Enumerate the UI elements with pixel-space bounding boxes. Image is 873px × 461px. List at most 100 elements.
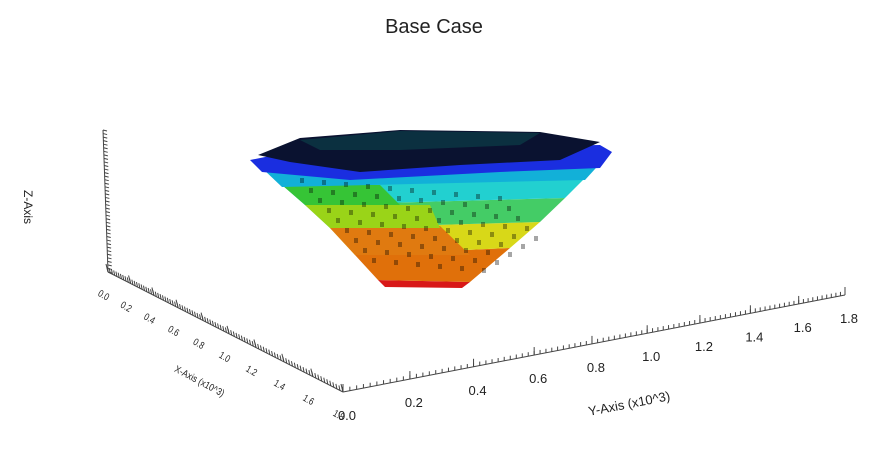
x-minor-tick — [115, 271, 118, 277]
z-minor-tick — [106, 239, 111, 242]
voxel-edge — [437, 218, 441, 223]
y-axis-label: Y-Axis (x10^3) — [587, 388, 671, 419]
x-minor-tick — [257, 343, 260, 350]
voxel-edge — [498, 196, 502, 201]
y-tick-label: 1.2 — [695, 339, 713, 354]
voxel-edge — [336, 218, 340, 223]
voxel-edge — [354, 238, 358, 243]
z-minor-tick — [103, 140, 108, 143]
voxel-edge — [432, 190, 436, 195]
x-axis-label: X-Axis (x10^3) — [173, 363, 227, 398]
x-minor-tick — [209, 319, 212, 325]
x-minor-tick — [265, 348, 268, 354]
voxel-edge — [389, 232, 393, 237]
voxel-edge — [411, 234, 415, 239]
z-minor-tick — [105, 200, 110, 203]
z-minor-tick — [106, 232, 111, 235]
voxel-edge — [521, 244, 525, 249]
voxel-edge — [384, 204, 388, 209]
x-tick-label: 0.0 — [96, 288, 111, 303]
x-minor-tick — [317, 374, 320, 380]
voxel-edge — [318, 198, 322, 203]
x-minor-tick — [329, 380, 332, 386]
x-tick-label: 0.6 — [166, 323, 181, 338]
voxel-edge — [446, 228, 450, 233]
voxel-edge — [371, 212, 375, 217]
voxel-edge — [472, 212, 476, 217]
voxel-edge — [398, 242, 402, 247]
voxel-edge — [367, 230, 371, 235]
voxel-edge — [394, 260, 398, 265]
x-minor-tick — [122, 274, 125, 281]
x-minor-tick — [113, 270, 116, 276]
x-minor-tick — [206, 318, 209, 324]
voxel-edge — [482, 268, 486, 273]
x-tick — [151, 287, 155, 296]
z-minor-tick — [104, 165, 109, 167]
x-minor-tick — [293, 362, 296, 368]
voxel-edge — [454, 192, 458, 197]
voxel-edge — [424, 226, 428, 231]
x-tick-label: 1.2 — [244, 363, 259, 378]
x-minor-tick — [219, 324, 222, 330]
z-axis-label: Z-Axis — [21, 190, 35, 224]
voxel-edge — [477, 240, 481, 245]
voxel-edge — [460, 266, 464, 271]
y-tick-label: 0.2 — [405, 395, 423, 410]
voxel-edge — [451, 256, 455, 261]
voxel-edge — [463, 202, 467, 207]
x-minor-tick — [268, 349, 271, 355]
x-minor-tick — [259, 345, 262, 351]
x-tick-label: 0.2 — [119, 299, 134, 314]
voxel-edge — [416, 262, 420, 267]
z-minor-tick — [104, 168, 109, 171]
x-minor-tick — [150, 289, 153, 295]
x-minor-tick — [290, 361, 293, 367]
x-tick — [281, 353, 285, 362]
voxel-edge — [516, 216, 520, 221]
voxel-edge — [309, 188, 313, 193]
x-minor-tick — [124, 276, 127, 282]
z-minor-tick — [107, 246, 112, 249]
voxel-edge — [486, 250, 490, 255]
x-tick-label: 1.8 — [331, 408, 346, 423]
voxel-edge — [450, 210, 454, 215]
x-tick-label: 1.4 — [272, 377, 287, 392]
voxel-edge — [508, 252, 512, 257]
z-minor-tick — [103, 157, 109, 160]
x-minor-tick — [136, 281, 138, 288]
voxel-edge — [534, 236, 538, 241]
x-tick — [200, 312, 204, 321]
voxel-edge — [503, 224, 507, 229]
x-minor-tick — [199, 314, 202, 320]
voxel-edge — [340, 200, 344, 205]
voxel-edge — [372, 258, 376, 263]
x-minor-tick — [119, 273, 122, 279]
x-minor-tick — [299, 365, 302, 371]
voxel-edge — [476, 194, 480, 199]
voxel-edge — [327, 208, 331, 213]
voxel-edge — [402, 224, 406, 229]
y-tick-label: 0.0 — [338, 408, 356, 423]
z-minor-tick — [106, 225, 111, 228]
voxel-edge — [388, 186, 392, 191]
z-minor-tick — [105, 204, 110, 207]
x-minor-tick — [117, 272, 120, 278]
z-minor-tick — [107, 264, 112, 267]
x-minor-tick — [285, 358, 288, 364]
z-minor-tick — [103, 143, 108, 146]
x-tick — [128, 275, 132, 284]
z-minor-tick — [104, 161, 109, 164]
x-minor-tick — [142, 285, 145, 291]
x-minor-tick — [166, 297, 169, 303]
x-tick — [253, 339, 257, 348]
voxel-edge — [512, 234, 516, 239]
x-minor-tick — [217, 323, 220, 329]
x-minor-tick — [314, 373, 317, 379]
voxel-edge — [473, 258, 477, 263]
voxel-edge — [393, 214, 397, 219]
voxel-edge — [366, 184, 370, 189]
x-minor-tick — [224, 327, 227, 333]
z-minor-tick — [107, 257, 112, 260]
